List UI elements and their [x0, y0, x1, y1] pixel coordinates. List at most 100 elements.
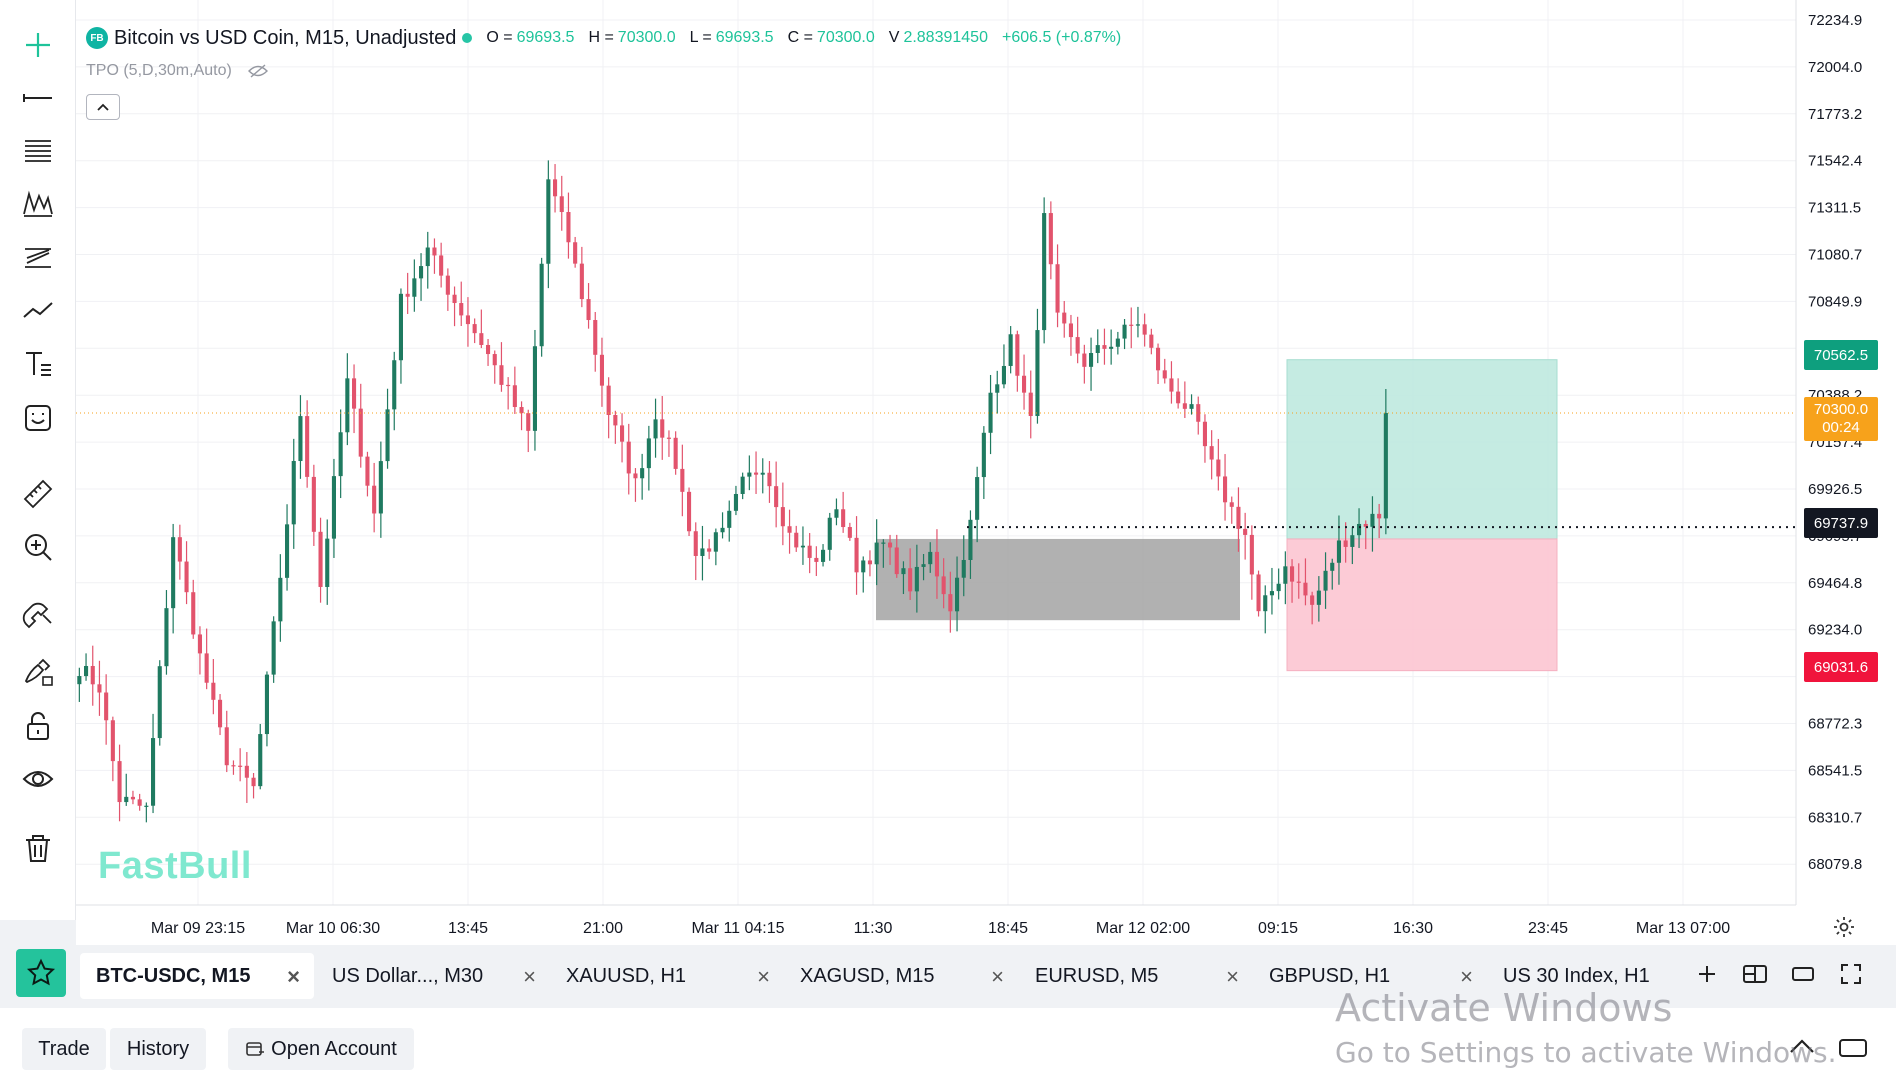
candle-body [338, 432, 343, 477]
account-icon [246, 1042, 265, 1056]
panel-window-icon[interactable] [1838, 1038, 1868, 1058]
zoom-in-icon[interactable] [16, 525, 60, 569]
candle-body [653, 419, 658, 439]
high-value: 70300.0 [617, 29, 676, 46]
tab-label: GBPUSD, H1 [1269, 964, 1391, 987]
horizontal-line-icon[interactable] [16, 76, 60, 120]
candle-body [164, 608, 169, 667]
candle-body [794, 532, 799, 548]
open-account-button[interactable]: Open Account [228, 1028, 414, 1070]
candle-body [573, 242, 578, 264]
candle-body [171, 537, 176, 609]
y-tick-label: 71773.2 [1808, 106, 1862, 123]
layout-icon[interactable] [1740, 959, 1770, 989]
collapse-legend-button[interactable] [86, 94, 120, 120]
close-tab-icon[interactable]: × [991, 964, 1004, 989]
magnet-icon[interactable] [16, 596, 60, 640]
ruler-icon[interactable] [16, 472, 60, 516]
channel-icon[interactable] [16, 234, 60, 278]
candle-body [110, 720, 115, 762]
y-tick-label: 69926.5 [1808, 481, 1862, 498]
take-profit-zone[interactable] [1286, 359, 1558, 540]
candle-body [1276, 583, 1281, 592]
price-chart[interactable]: 72234.9 72004.0 71773.2 71542.4 71311.5 71080… [76, 0, 1896, 945]
trash-icon[interactable] [16, 826, 60, 870]
tab-xagusd[interactable]: XAGUSD, M15 × [784, 953, 1018, 999]
tab-gbpusd[interactable]: GBPUSD, H1 × [1253, 953, 1487, 999]
candle-body [620, 425, 625, 442]
candle-body [874, 542, 879, 565]
candle-body [271, 621, 276, 675]
fullscreen-icon[interactable] [1836, 959, 1866, 989]
y-tick-label: 69464.8 [1808, 575, 1862, 592]
candle-body [754, 472, 759, 475]
tab-eurusd[interactable]: EURUSD, M5 × [1019, 953, 1253, 999]
tab-xauusd[interactable]: XAUUSD, H1 × [550, 953, 784, 999]
candle-body [244, 765, 249, 778]
tab-us30[interactable]: US 30 Index, H1 [1487, 953, 1687, 999]
candle-body [1316, 590, 1321, 605]
candle-body [1370, 513, 1375, 527]
candle-body [218, 699, 223, 728]
close-tab-icon[interactable]: × [1226, 964, 1239, 989]
favorites-button[interactable] [16, 949, 66, 997]
chart-settings-gear-icon[interactable] [1832, 915, 1856, 939]
candle-body [1283, 566, 1288, 584]
add-tab-icon[interactable] [1692, 959, 1722, 989]
x-tick-label: 11:30 [854, 920, 893, 937]
fib-levels-icon[interactable] [16, 128, 60, 172]
emoji-icon[interactable] [16, 396, 60, 440]
close-tab-icon[interactable]: × [523, 964, 536, 989]
candle-body [1042, 213, 1047, 331]
tab-us-dollar[interactable]: US Dollar..., M30 × [316, 953, 550, 999]
ohlc-legend: FB Bitcoin vs USD Coin, M15, Unadjusted … [86, 24, 1135, 52]
candle-body [908, 568, 913, 592]
x-tick-label: 09:15 [1258, 920, 1298, 937]
candle-body [191, 592, 196, 635]
eye-icon[interactable] [16, 757, 60, 801]
close-tab-icon[interactable]: × [287, 964, 300, 989]
close-tab-icon[interactable]: × [757, 964, 770, 989]
crosshair-icon[interactable] [16, 23, 60, 67]
candle-body [747, 472, 752, 477]
candle-body [613, 414, 618, 426]
stop-loss-price-tag: 69031.6 [1804, 652, 1878, 682]
market-open-dot [462, 33, 473, 43]
pattern-icon[interactable] [16, 181, 60, 225]
y-tick-label: 72234.9 [1808, 12, 1862, 29]
trend-line-icon[interactable] [16, 288, 60, 332]
window-icon[interactable] [1788, 959, 1818, 989]
candle-body [1089, 352, 1094, 367]
candle-body [137, 799, 142, 806]
candle-body [124, 796, 129, 803]
indicator-label[interactable]: TPO (5,D,30m,Auto) [86, 62, 232, 79]
candle-body [231, 765, 236, 767]
unlock-icon[interactable] [16, 704, 60, 748]
candle-body [291, 461, 296, 525]
candle-body [492, 354, 497, 366]
chevron-up-icon[interactable] [1788, 1036, 1816, 1056]
bar-countdown: 00:24 [1822, 419, 1860, 436]
candle-body [774, 486, 779, 508]
text-tool-icon[interactable] [16, 342, 60, 386]
candle-body [1243, 528, 1248, 535]
candle-body [1310, 595, 1315, 605]
y-tick-label: 72004.0 [1808, 59, 1862, 76]
hide-indicator-icon[interactable] [247, 64, 268, 78]
stop-loss-zone[interactable] [1286, 538, 1558, 672]
close-tab-icon[interactable]: × [1460, 964, 1473, 989]
y-tick-label: 71080.7 [1808, 247, 1862, 264]
candle-body [633, 473, 638, 479]
chart-area[interactable]: 72234.9 72004.0 71773.2 71542.4 71311.5 71080… [76, 0, 1896, 945]
x-tick-label: 23:45 [1528, 920, 1568, 937]
tab-btc-usdc[interactable]: BTC-USDC, M15 × [80, 953, 314, 999]
candle-body [606, 385, 611, 415]
candle-body [1068, 323, 1073, 338]
candle-body [760, 472, 765, 475]
history-button[interactable]: History [110, 1028, 206, 1070]
candle-body [1095, 345, 1100, 353]
lock-drawing-icon[interactable] [16, 650, 60, 694]
trade-button[interactable]: Trade [22, 1028, 106, 1070]
symbol-title[interactable]: Bitcoin vs USD Coin, M15, Unadjusted [114, 26, 457, 49]
candle-body [1229, 502, 1234, 507]
